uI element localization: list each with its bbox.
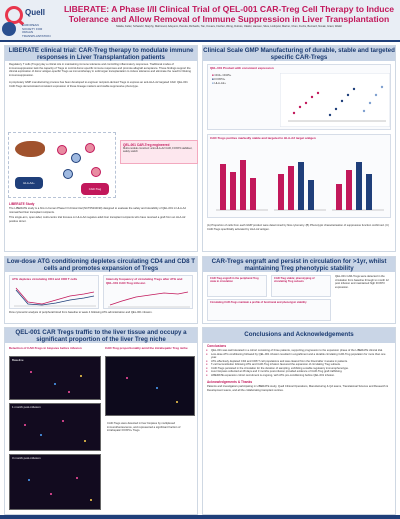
engraftment-plot-b-title: CAR-Treg stable; phenotyping of circulat… [274,277,315,283]
conditioning-plot-b: Intensity frequency of circulating Tregs… [103,275,193,309]
legend-c: HLA-A2+ [214,81,226,85]
car-treg-diagram: HLA-A2+ CAR-Treg [8,132,116,198]
conditioning-panel: Low-dose ATG conditioning depletes circu… [4,256,198,324]
engraftment-panel: CAR-Tregs engraft and persist in circula… [202,256,396,324]
biopsy-label: Baseline [12,358,24,362]
engraftment-plot-a: CAR-Treg engraft in the peripheral Treg … [207,275,267,297]
conclusion-bullet: Low-dose ATG conditioning followed by QE… [203,353,395,360]
liver-biopsy-image-1: Baseline [9,356,101,400]
conclusions-subheading: Conclusions [207,344,227,348]
t-cell-icon [63,169,73,179]
liberate-study-text: The LIBERATE study is a first-in-human P… [9,207,186,214]
conditioning-heading: Low-dose ATG conditioning depletes circu… [5,257,197,272]
conditioning-caption: Flow cytometric analysis of peripheral b… [9,311,153,314]
treg-cell-icon [57,145,67,155]
acknowledgements-subheading: Acknowledgements & Thanks [207,380,253,384]
conclusion-bullet: ATG effectively depleted CD4 and CD8 T c… [203,360,395,364]
legend-b: FOXP3+ [214,77,226,81]
engraftment-plot-b: CAR-Treg stable; phenotyping of circulat… [271,275,331,297]
plot-b-title: CAR-Tregs purities markedly stable and t… [210,136,316,140]
car-treg-infobox: QEL-001 CAR-Treg engineered Multi-module… [120,140,198,164]
manufacturing-plot-a: QEL-001 Product with consistent expressi… [207,64,391,130]
liberate-study-heading: LIBERATE Study [9,202,35,206]
plot-a-title: QEL-001 Product with consistent expressi… [210,66,274,70]
conditioning-plot-a: ATG depletes circulating CD4 and CD8 T c… [9,275,99,309]
car-treg-chip: CAR-Treg [81,183,109,195]
manufacturing-heading: Clinical Scale GMP Manufacturing of dura… [203,46,395,61]
poster-footer-bar [0,515,400,519]
manufacturing-panel: Clinical Scale GMP Manufacturing of dura… [202,45,396,252]
acknowledgements-text: Patients and investigators participating… [207,385,389,392]
plot-b-graphic [216,160,384,211]
legend-a: CD4+ CD25+ [214,73,232,77]
esot-logo: EUROPEAN SOCIETY FOR ORGAN TRANSPLANTATI… [2,22,52,38]
conditioning-plot-a-graphic [14,287,96,307]
engraftment-plot-c: Circulating CAR-Tregs maintain a profile… [207,299,331,321]
intro-text: Regulatory T cells (Tregs) play a critic… [9,63,191,77]
t-cell-icon [71,153,81,163]
conclusions-heading: Conclusions and Acknowledgements [203,328,395,343]
engraftment-plot-c-title: Circulating CAR-Tregs maintain a profile… [210,301,307,304]
conditioning-plot-b-title: Intensity frequency of circulating Tregs… [106,277,183,285]
infobox-title: QEL-001 CAR-Treg engineered [123,143,170,147]
conclusion-bullet: T-cell reconstitution following ATG and … [203,363,395,367]
intro-heading: LIBERATE clinical trial: CAR-Treg therap… [5,46,197,61]
conclusions-panel: Conclusions and Acknowledgements Conclus… [202,327,396,515]
engraftment-caption: QEL-001 CAR-Tregs were detected in the c… [335,275,389,289]
infobox-text: Multi-module construct: anti-HLA-A2 CAR,… [123,147,193,154]
conclusion-bullet: Liver biopsies collected at 28 days and … [203,370,395,374]
conclusion-bullet: CAR-Tregs persisted in the circulation f… [203,367,395,371]
esot-logo-text: EUROPEAN SOCIETY FOR ORGAN TRANSPLANTATI… [22,23,51,38]
trafficking-panel: QEL-001 CAR Tregs traffic to the liver t… [4,327,198,515]
quell-logo-name: Quell [25,8,46,17]
quell-logo-icon [5,6,23,24]
trafficking-caption: CAR-Tregs were detected in liver biopsie… [107,422,181,432]
conditioning-plot-b-graphic [108,291,190,308]
intro-panel: LIBERATE clinical trial: CAR-Treg therap… [4,45,198,252]
liver-icon [15,141,45,157]
biopsy-label: 1 month post-infusion [12,405,41,409]
conclusion-bullet: QEL-001 was well tolerated in a cohort c… [203,349,395,353]
liver-biopsy-image-2: 1 month post-infusion [9,403,101,451]
poster-title: LIBERATE: A Phase I/II Clinical Trial of… [63,4,395,24]
quell-logo: Quell [5,6,51,36]
plot-a-legend: ■ CD4+ CD25+ ■ FOXP3+ ■ HLA-A2+ [212,73,232,85]
liver-biopsy-image-3: 3 month post-infusion [9,454,101,510]
trafficking-img-b-title: CAR-Treg proportionality amid the intrah… [105,346,188,350]
plot-a-graphic [280,73,390,127]
manufacturing-plot-b: CAR-Tregs purities markedly stable and t… [207,134,391,218]
intrahepatic-niche-image [105,356,195,416]
treg-cell-icon [85,143,95,153]
liberate-study-text-2: This single-arm, open-label, multi-centr… [9,216,186,223]
poster-authors: Ndaba, Keller, Schwartz, Murphy, Mahmood… [115,25,343,28]
conclusion-bullet: LIBERATE expansion cohort recruitment is… [203,374,395,378]
conditioning-plot-a-title: ATG depletes circulating CD4 and CD8 T c… [12,277,78,281]
intro-text-2: A proprietary GMP manufacturing process … [9,81,188,88]
engraftment-heading: CAR-Tregs engraft and persist in circula… [203,257,395,272]
engraftment-plot-a-title: CAR-Treg engraft in the peripheral Treg … [210,277,259,283]
poster-header: Quell EUROPEAN SOCIETY FOR ORGAN TRANSPL… [0,0,400,42]
trafficking-heading: QEL-001 CAR Tregs traffic to the liver t… [5,328,197,343]
trafficking-img-a-title: Detection of CAR-Tregs in biopsies befor… [9,346,82,350]
manufacturing-caption: (A) Proportion of cells from each GMP pr… [207,224,389,231]
biopsy-label: 3 month post-infusion [12,456,41,460]
hla-a2-chip: HLA-A2+ [15,177,43,189]
esot-logo-icon [2,22,16,36]
treg-cell-icon [91,167,101,177]
